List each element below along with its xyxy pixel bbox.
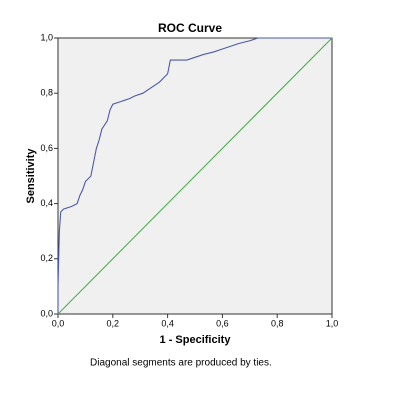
y-tick-label: 1,0 [40,32,53,42]
x-tick-label: 0,6 [216,318,229,328]
y-axis-label: Sensitivity [25,148,37,204]
x-tick-label: 1,0 [326,318,339,328]
y-tick-label: 0,8 [40,88,53,98]
x-tick-label: 0,0 [52,318,65,328]
y-tick-label: 0,6 [40,143,53,153]
chart-title: ROC Curve [158,21,222,35]
x-tick-label: 0,8 [271,318,284,328]
footnote: Diagonal segments are produced by ties. [90,358,272,369]
x-tick-label: 0,4 [161,318,174,328]
y-tick-label: 0,4 [40,198,53,208]
series-line [57,37,333,315]
x-axis-label: 1 - Specificity [160,334,232,346]
x-tick-label: 0,2 [107,318,120,328]
series-line [57,37,332,314]
y-tick-label: 0,2 [40,253,53,263]
y-tick-label: 0,0 [40,308,53,318]
